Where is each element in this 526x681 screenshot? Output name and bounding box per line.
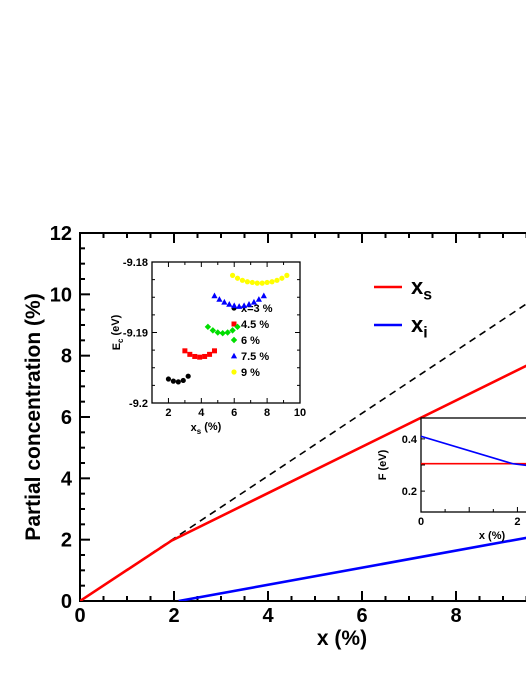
y-tick-label: 8 — [61, 346, 72, 368]
y-tick-label: 0 — [61, 591, 72, 613]
inset-legend-marker — [231, 321, 237, 327]
inset-point — [229, 327, 236, 334]
inset-x-tick-label: 6 — [231, 407, 237, 419]
inset-point — [240, 302, 248, 309]
y-tick-label: 12 — [50, 223, 72, 245]
inset-y-tick-label: -9.18 — [123, 257, 148, 269]
inset-point — [250, 298, 258, 305]
inset-point — [229, 272, 236, 278]
inset-x-axis-title-sub: s — [197, 427, 202, 436]
legend-label: xs — [411, 274, 432, 304]
inset-y-axis-title-sub: c — [116, 338, 125, 343]
inset-x-axis-title-main: x — [191, 422, 198, 434]
y-axis-title: Partial concentration (%) — [22, 293, 45, 540]
inset-point — [185, 373, 191, 379]
inset-legend-label: 4.5 % — [241, 319, 269, 331]
y-tick-label: 10 — [50, 284, 72, 306]
inset2-x-tick-label: 0 — [418, 516, 424, 528]
inset-point — [224, 329, 231, 336]
inset-point — [231, 302, 238, 309]
y-tick-label: 4 — [61, 468, 73, 490]
inset-point — [180, 377, 186, 384]
x-tick-label: 2 — [168, 605, 179, 627]
inset-x-axis-title: xs (%) — [191, 421, 222, 436]
inset-legend-label: 7.5 % — [241, 351, 269, 363]
inset-y-axis-title: Ec (eV) — [110, 314, 125, 350]
inset-point — [274, 277, 280, 283]
inset-y-tick-label: -9.19 — [123, 328, 148, 340]
inset-point — [245, 301, 253, 307]
inset-legend-label: 6 % — [241, 335, 260, 347]
inset-legend-marker — [231, 369, 237, 375]
inset-free-energy-frame — [420, 417, 526, 513]
inset-point — [226, 301, 233, 307]
inset-point — [204, 323, 212, 331]
series-line-xi — [178, 536, 526, 601]
inset-y-axis-title-unit: (eV) — [110, 314, 122, 338]
inset-point — [279, 275, 285, 281]
inset-point — [255, 296, 262, 302]
inset-x-tick-label: 10 — [294, 407, 306, 419]
inset2-x-axis-title: x (%) — [479, 530, 506, 542]
y-tick-label: 2 — [61, 530, 72, 552]
x-tick-label: 6 — [356, 605, 367, 627]
inset-point — [221, 298, 228, 305]
inset-point — [234, 275, 241, 281]
inset-point — [244, 279, 250, 285]
inset-y-axis-title-main: E — [111, 343, 123, 350]
x-tick-label: 8 — [450, 605, 461, 627]
inset-point — [260, 292, 267, 299]
inset-x-tick-label: 2 — [165, 407, 171, 419]
x-axis-title: x (%) — [317, 627, 367, 650]
y-tick-label: 6 — [61, 407, 72, 429]
inset-point — [170, 378, 176, 384]
inset-point — [254, 280, 260, 286]
inset2-series-line — [421, 435, 526, 467]
inset-point — [259, 280, 265, 286]
legend-label: xi — [411, 312, 428, 342]
inset-point — [211, 292, 218, 299]
inset-point — [236, 303, 243, 309]
legend-label-sub: s — [423, 287, 432, 304]
inset2-y-tick-label: 0.4 — [402, 434, 418, 446]
inset-point — [249, 279, 255, 286]
inset2-y-tick-label: 0.2 — [402, 486, 417, 498]
legend-label-main: x — [411, 312, 424, 337]
inset-point — [175, 379, 181, 385]
inset-point — [216, 296, 223, 302]
inset-point — [234, 323, 241, 331]
inset-legend-label: x=3 % — [241, 303, 273, 315]
legend-label-main: x — [411, 274, 424, 299]
inset-point — [214, 329, 221, 336]
inset-point — [219, 330, 226, 337]
inset-point — [284, 272, 290, 278]
inset-point — [197, 354, 203, 360]
inset-x-axis-title-unit: (%) — [201, 421, 222, 433]
inset-y-tick-label: -9.2 — [129, 398, 148, 410]
inset-point — [264, 279, 270, 286]
inset-point — [182, 348, 188, 354]
inset-point — [269, 279, 275, 285]
series-line-xs — [80, 364, 526, 601]
series-line-diagonal-reference — [80, 303, 526, 601]
inset-point — [187, 351, 193, 357]
inset-legend-marker — [230, 352, 238, 359]
inset2-x-tick-label: 2 — [514, 516, 520, 528]
inset-point — [239, 277, 246, 283]
inset-point — [207, 351, 213, 357]
inset-point — [192, 353, 198, 359]
inset-x-tick-label: 4 — [198, 407, 205, 419]
inset-x-tick-label: 8 — [264, 407, 270, 419]
inset2-y-axis-title: F (eV) — [377, 449, 389, 480]
inset-point — [165, 376, 172, 382]
inset-point — [202, 353, 208, 359]
x-tick-label: 0 — [74, 605, 85, 627]
inset-legend-marker — [230, 336, 238, 344]
inset-legend-label: 9 % — [241, 367, 260, 379]
x-tick-label: 4 — [262, 605, 274, 627]
inset-point — [211, 348, 217, 354]
inset-point — [209, 327, 217, 334]
legend-label-sub: i — [423, 325, 427, 342]
